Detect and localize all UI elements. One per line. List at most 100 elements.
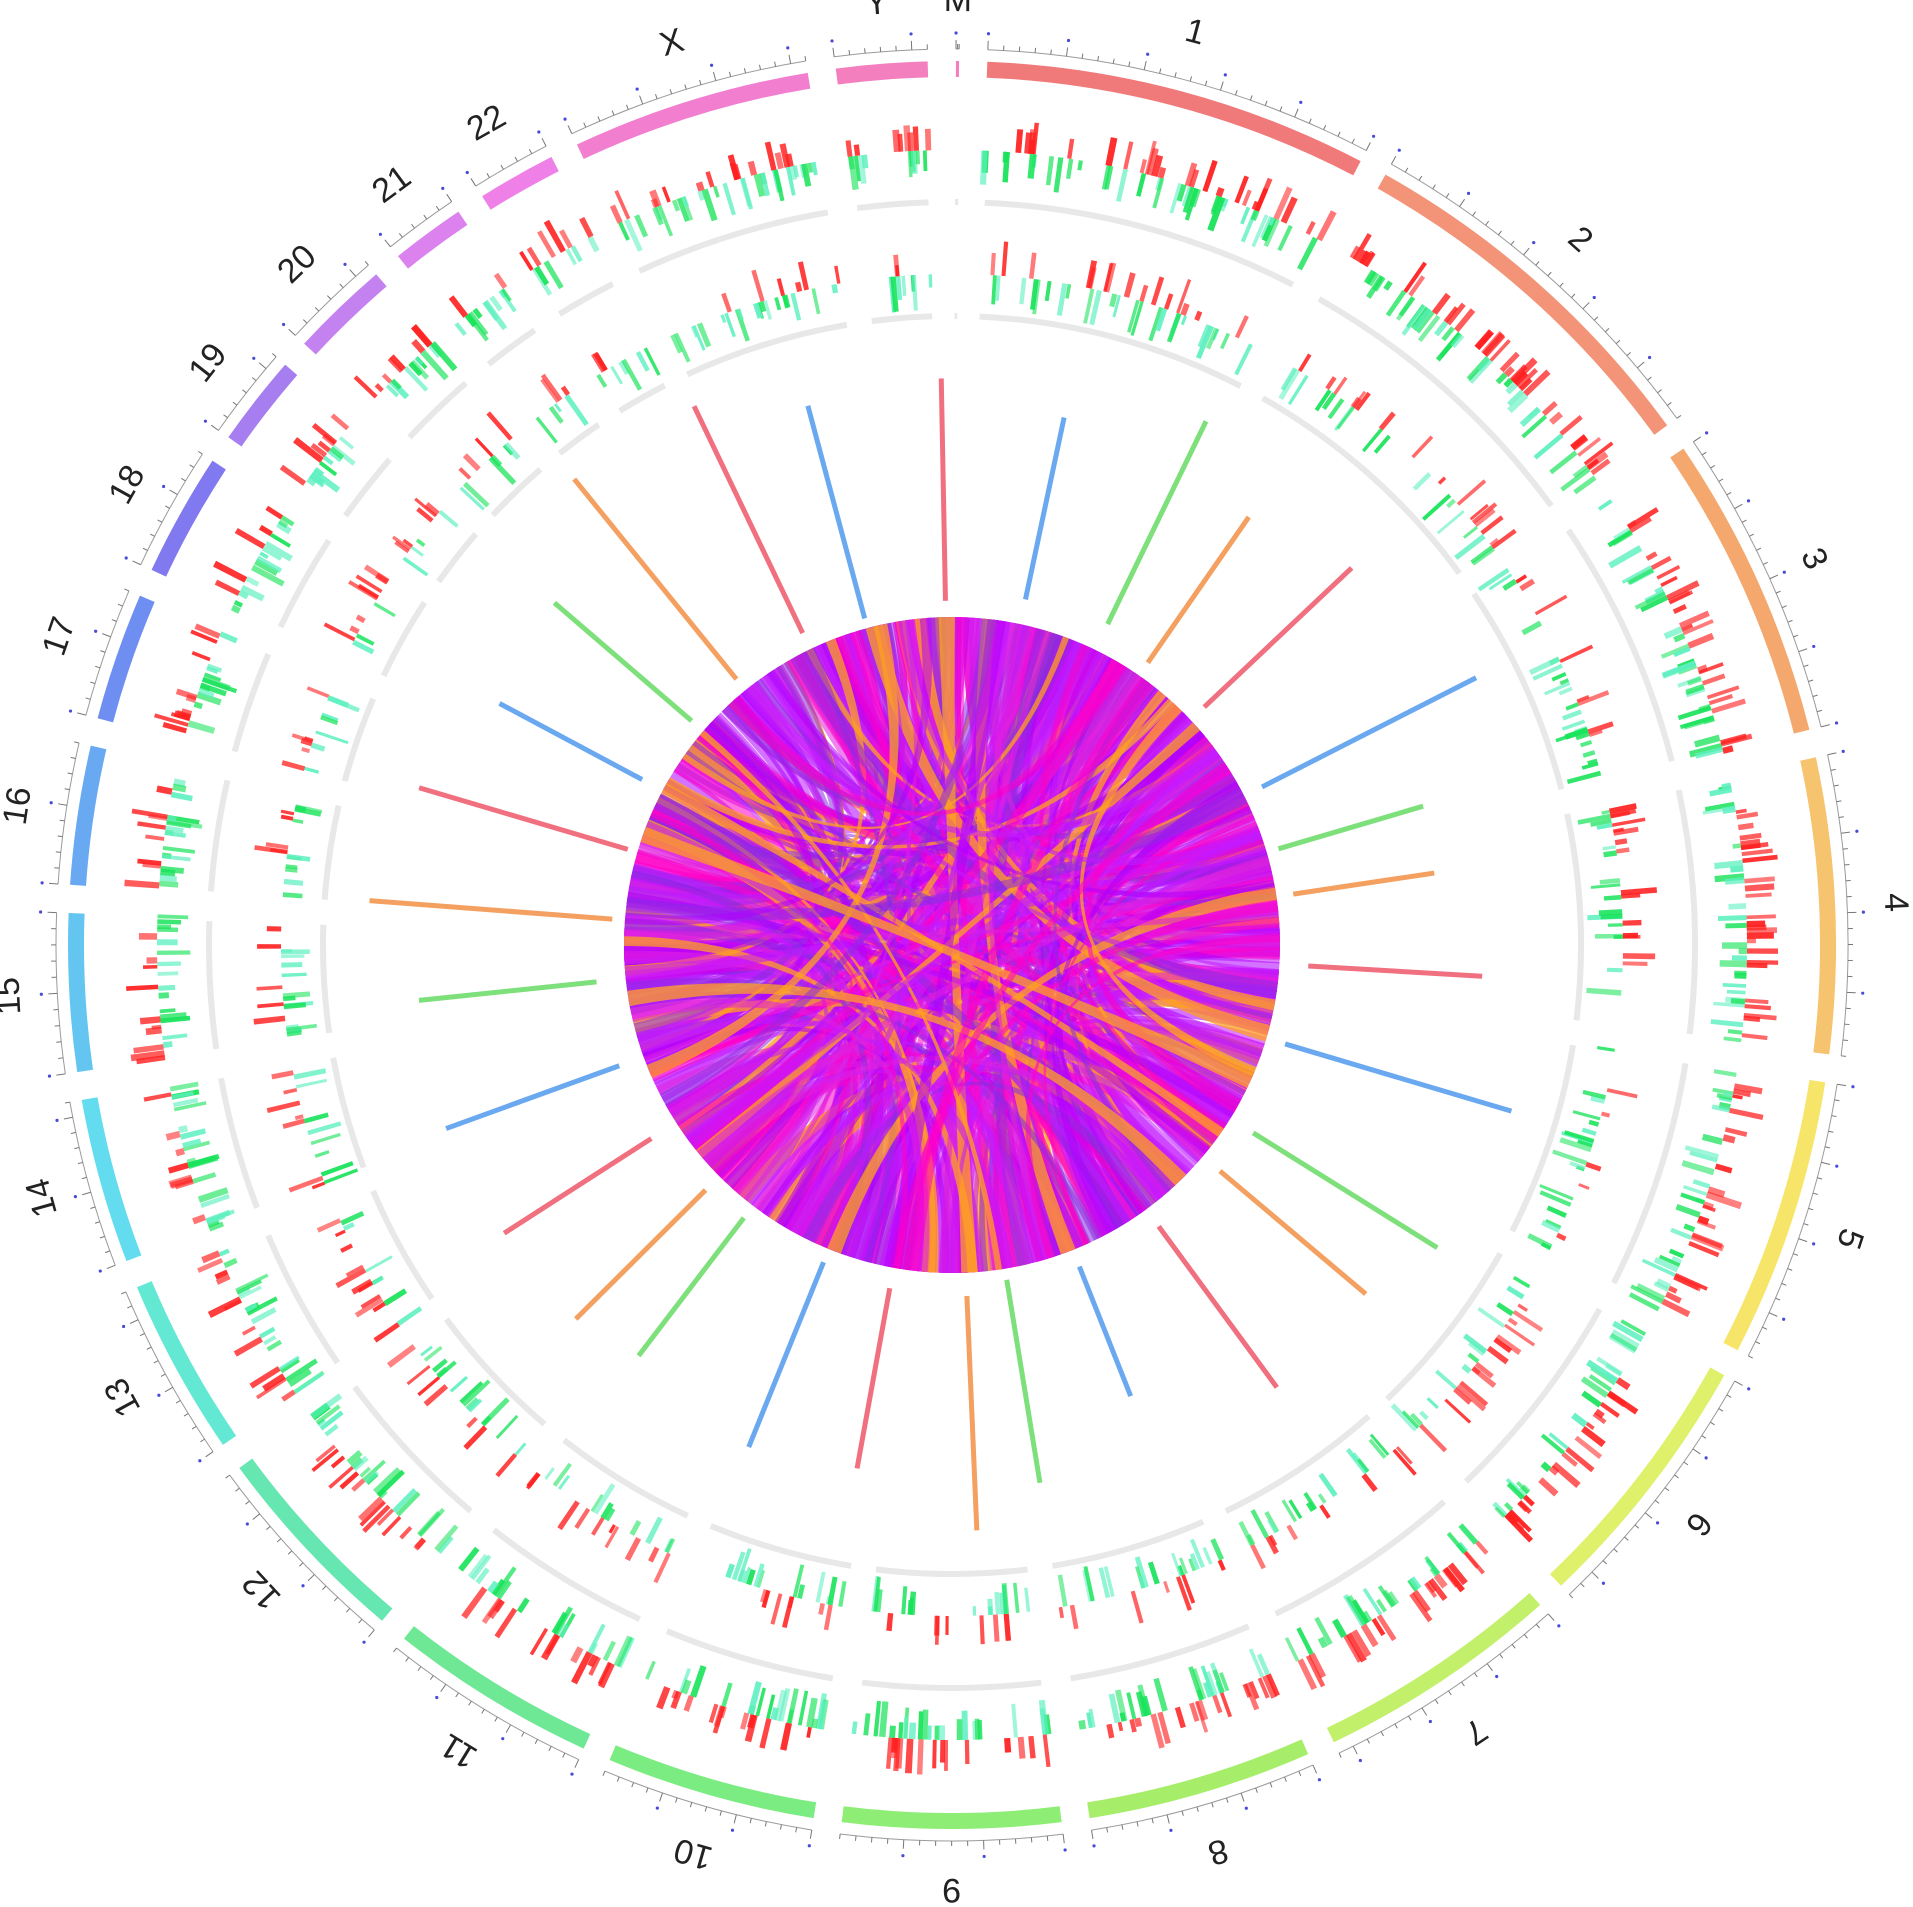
bar-down [1088,1708,1096,1728]
bar-up [1024,132,1032,154]
tick-dot [1782,1317,1786,1321]
tick-baseline [229,1474,375,1631]
bar-down [1559,678,1570,686]
bar-down [1001,1583,1010,1614]
bar-up [1711,698,1746,714]
tick-mark [1769,574,1779,580]
bar-up [413,1537,426,1551]
bar-down [676,197,690,222]
bar-down [294,806,322,817]
bar-down [1314,389,1332,412]
tick-dot [94,629,98,633]
bar-down [1663,626,1683,640]
bar-down [991,275,997,305]
bar-down [652,206,664,226]
expression-track [353,324,458,400]
tick-mark [1748,1355,1753,1359]
bar-down [1376,1598,1388,1613]
tick-mark [1808,679,1814,682]
bar-up [1305,220,1316,235]
tick-mark [1676,415,1682,419]
bar-down [1579,739,1593,748]
bar-down [458,1546,480,1572]
bar-up [1586,451,1609,471]
tick-mark [1692,1448,1701,1455]
bar-up [339,1471,360,1490]
bar-down [742,1566,751,1584]
bar-up [1453,1387,1472,1405]
bar-down [355,633,375,646]
expression-track [535,373,589,444]
bar-down [310,742,326,752]
tick-dot [1532,241,1536,245]
bar-up [574,1507,591,1529]
bar-up [194,623,221,639]
chromosome-12 [239,1458,393,1621]
bar-down [263,1335,277,1346]
bar-up [764,141,777,171]
tick-mark [1647,376,1652,381]
tick-mark [541,137,547,147]
bar-down [157,914,189,920]
bar-down [1089,289,1102,326]
tick-dot [1861,991,1865,995]
bar-down [553,1606,573,1636]
expression-track [725,1548,847,1631]
bar-down [489,295,503,312]
bar-down [1738,948,1747,955]
bar-down [1552,1149,1588,1166]
bar-down [279,1358,300,1374]
bar-down [1458,1523,1479,1545]
bar-down [725,1563,735,1579]
bar-up [1471,1366,1481,1375]
bar-down [309,471,325,486]
tick-dot [47,1074,52,1078]
tick-mark [1775,590,1781,594]
bar-down [415,538,426,548]
bar-down [1572,1110,1601,1121]
tick-dot [1834,721,1839,725]
tick-mark [1834,1099,1840,1102]
tick-mark [733,1814,737,1824]
tick-mark [1775,1297,1781,1301]
tick-mark [200,1438,205,1443]
tick-mark [1726,492,1732,496]
bar-up [1515,574,1528,584]
bar-down [1532,663,1563,681]
tick-mark [809,1829,813,1839]
tick-mark [1710,465,1716,469]
tick-mark [1366,1738,1370,1744]
tick-mark [1486,1663,1493,1672]
bar-up [934,1615,940,1645]
bar-up [1234,315,1249,339]
bar-up [258,524,273,537]
bar-down [1248,1648,1265,1678]
tick-mark [189,464,195,468]
tick-mark [470,178,477,187]
bar-down [159,1008,176,1014]
bar-up [1706,685,1740,700]
bar-up [1627,507,1659,530]
bar-down [570,245,583,263]
bar-down [763,300,773,321]
bar-down [233,600,244,608]
spoke-line [498,701,644,782]
chromosome-label-3: 3 [1793,542,1835,575]
chromosome-label-12: 12 [235,1563,289,1617]
bar-down [722,182,736,216]
bar-up [448,295,469,318]
bar-down [635,350,650,372]
tick-mark [104,1250,111,1254]
bar-down [470,1554,492,1581]
bar-up [1437,476,1447,485]
chord-link [640,826,1254,1089]
bar-up [1616,847,1630,854]
tick-mark [1602,1560,1608,1565]
spoke-line [1251,1130,1439,1250]
bar-up [656,1686,671,1710]
bar-down [895,275,903,301]
tick-baseline [604,1770,812,1831]
bar-down [1251,214,1269,248]
bar-down [295,1078,328,1089]
tick-mark [1833,784,1839,787]
